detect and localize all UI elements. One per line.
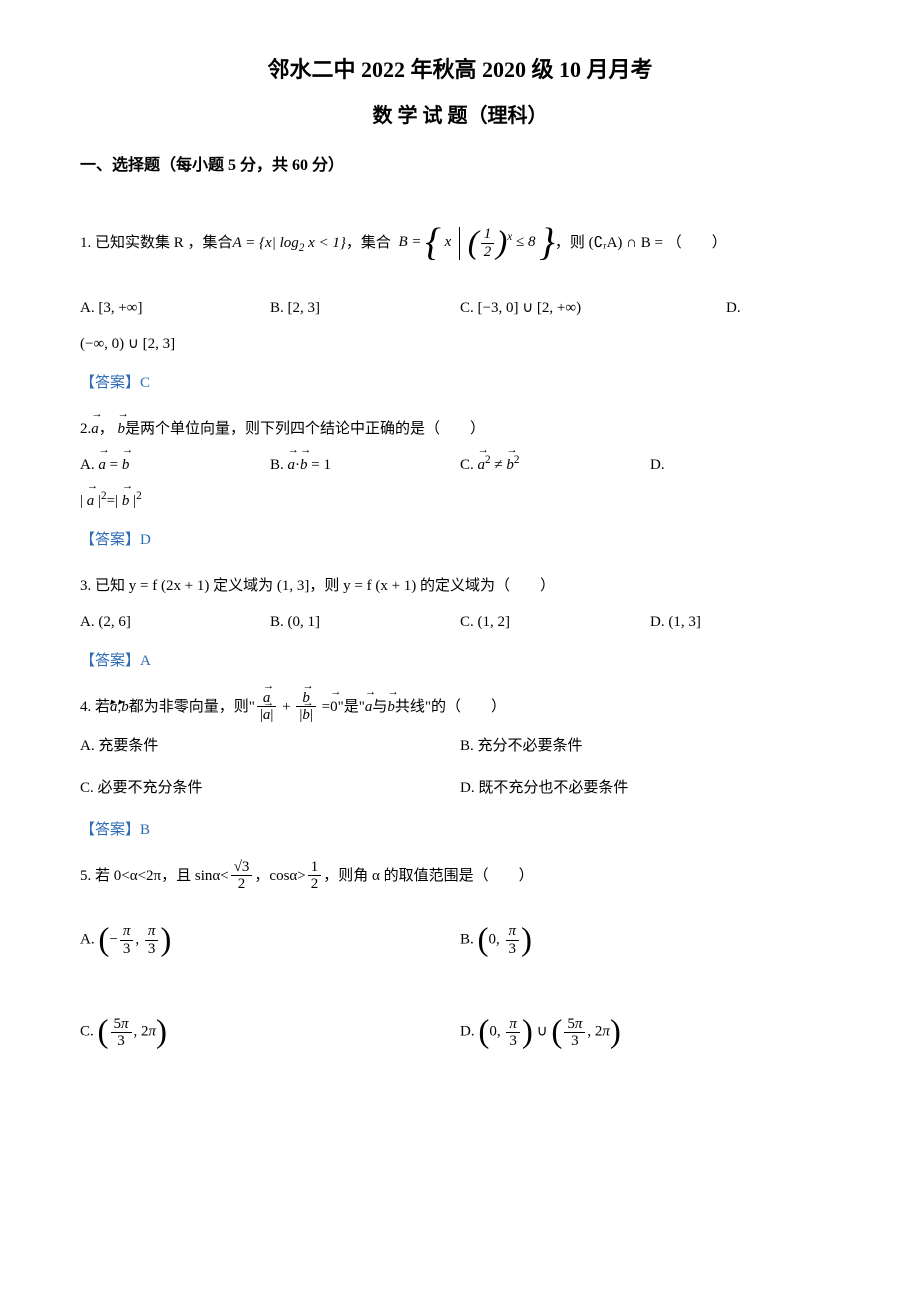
q5d-pre: D. — [460, 1024, 478, 1040]
q4-opt-a: A. 充要条件 — [80, 725, 460, 767]
ans-label: 【答案】 — [80, 532, 140, 548]
vec-zero: 0 — [330, 689, 338, 725]
q5c-pre: C. — [80, 1024, 98, 1040]
q5-opt-c: C. (5π3, 2π) — [80, 986, 460, 1078]
q4-answer-val: B — [140, 822, 150, 838]
q1-setA: A = {x| log2 x < 1} — [233, 225, 346, 261]
q1-d-cont: (−∞, 0) ∪ [2, 3] — [80, 326, 840, 362]
q2-stem: 2. a ， b 是两个单位向量，则下列四个结论中正确的是（ ） — [80, 411, 840, 447]
question-1: 1. 已知实数集 R ，集合 A = {x| log2 x < 1} ，集合 B… — [80, 196, 840, 362]
q2a-pre: A. — [80, 457, 98, 473]
q2-opt-a: A. a = b — [80, 447, 270, 483]
q2c-pre: C. — [460, 457, 478, 473]
section-heading: 一、选择题（每小题 5 分，共 60 分） — [80, 152, 840, 181]
frac-a: a|a| — [257, 690, 277, 724]
q1-blank: （ ） — [667, 225, 727, 261]
q5-opt-d: D. (0, π3) ∪ (5π3, 2π) — [460, 986, 840, 1078]
q1-then: ，则 (∁ᵣA) ∩ B = — [555, 225, 663, 261]
q2-opt-b: B. a·b = 1 — [270, 447, 460, 483]
q4-mid2: "是" — [338, 689, 365, 725]
question-4: 4. 若 ▸ ▸a,b 都为非零向量，则" a|a| + b|b| = 0 "是… — [80, 689, 840, 809]
q2-d-cont: | a |2=| b |2 — [80, 483, 840, 519]
q1-opt-c: C. [−3, 0] ∪ [2, +∞) — [460, 290, 726, 326]
q1-answer: 【答案】C — [80, 370, 840, 397]
vec-b: b — [506, 447, 514, 483]
q1-stem: 1. 已知实数集 R ，集合 A = {x| log2 x < 1} ，集合 B… — [80, 196, 840, 290]
frac-b: b|b| — [296, 690, 316, 724]
q5-stem: 5. 若 0<α<2π，且 sinα< √32 ，cosα> 12 ，则角 α … — [80, 858, 840, 894]
vec-a: a — [87, 483, 95, 519]
q4-opt-d: D. 既不充分也不必要条件 — [460, 767, 840, 809]
vec-b: b — [122, 483, 130, 519]
vec-a: a — [478, 447, 486, 483]
q4-options: A. 充要条件 B. 充分不必要条件 C. 必要不充分条件 D. 既不充分也不必… — [80, 725, 840, 809]
q2-pre: 2. — [80, 411, 91, 447]
vec-a: a — [288, 447, 296, 483]
q5-mid2: ，则角 α 的取值范围是（ ） — [323, 858, 533, 894]
q2-options: A. a = b B. a·b = 1 C. a2 ≠ b2 D. — [80, 447, 840, 483]
q2-answer-val: D — [140, 532, 151, 548]
q4-answer: 【答案】B — [80, 817, 840, 844]
q5-opt-a: A. (−π3, π3) — [80, 894, 460, 986]
q3-opt-a: A. (2, 6] — [80, 604, 270, 640]
q1-options: A. [3, +∞] B. [2, 3] C. [−3, 0] ∪ [2, +∞… — [80, 290, 840, 326]
vec-b: b — [387, 689, 395, 725]
q1-setB: B = { x (12)x ≤ 8 } — [398, 196, 554, 290]
q1-opt-d: D. — [726, 290, 840, 326]
q4-stem: 4. 若 ▸ ▸a,b 都为非零向量，则" a|a| + b|b| = 0 "是… — [80, 689, 840, 725]
q2-opt-c: C. a2 ≠ b2 — [460, 447, 650, 483]
q3-options: A. (2, 6] B. (0, 1] C. (1, 2] D. (1, 3] — [80, 604, 840, 640]
q4-opt-c: C. 必要不充分条件 — [80, 767, 460, 809]
q1-opt-a: A. [3, +∞] — [80, 290, 270, 326]
q5-opt-b: B. (0, π3) — [460, 894, 840, 986]
question-3: 3. 已知 y = f (2x + 1) 定义域为 (1, 3]，则 y = f… — [80, 568, 840, 640]
q1-answer-val: C — [140, 375, 150, 391]
frac-sqrt3-2: √32 — [231, 859, 253, 893]
ans-label: 【答案】 — [80, 822, 140, 838]
ans-label: 【答案】 — [80, 653, 140, 669]
vec-ab: ▸ ▸a,b — [110, 689, 129, 725]
q2b-pre: B. — [270, 457, 288, 473]
q4-mid3: 共线"的（ ） — [395, 689, 506, 725]
page-title: 邻水二中 2022 年秋高 2020 级 10 月月考 — [80, 50, 840, 90]
page-subtitle: 数 学 试 题（理科） — [80, 98, 840, 134]
q4-opt-b: B. 充分不必要条件 — [460, 725, 840, 767]
question-5: 5. 若 0<α<2π，且 sinα< √32 ，cosα> 12 ，则角 α … — [80, 858, 840, 1079]
vec-b: b — [300, 447, 308, 483]
q3-answer: 【答案】A — [80, 648, 840, 675]
q1-mid: ，集合 — [346, 225, 391, 261]
q4-pre: 4. 若 — [80, 689, 110, 725]
q5-mid1: ，cosα> — [254, 858, 305, 894]
q3-opt-d: D. (1, 3] — [650, 604, 840, 640]
q5-options: A. (−π3, π3) B. (0, π3) C. (5π3, 2π) D. … — [80, 894, 840, 1079]
q2-answer: 【答案】D — [80, 527, 840, 554]
vec-a: a — [98, 447, 106, 483]
q3-answer-val: A — [140, 653, 151, 669]
q5a-pre: A. — [80, 932, 98, 948]
q5b-pre: B. — [460, 932, 478, 948]
q2-opt-d: D. — [650, 447, 840, 483]
q3-opt-c: C. (1, 2] — [460, 604, 650, 640]
ans-label: 【答案】 — [80, 375, 140, 391]
q3-stem: 3. 已知 y = f (2x + 1) 定义域为 (1, 3]，则 y = f… — [80, 568, 840, 604]
question-2: 2. a ， b 是两个单位向量，则下列四个结论中正确的是（ ） A. a = … — [80, 411, 840, 519]
q3-opt-b: B. (0, 1] — [270, 604, 460, 640]
q5-pre: 5. 若 0<α<2π，且 sinα< — [80, 858, 229, 894]
q4-mid1: 都为非零向量，则" — [129, 689, 255, 725]
q1-prefix: 1. 已知实数集 R ，集合 — [80, 225, 233, 261]
frac-1-2: 12 — [308, 859, 322, 893]
q1-opt-b: B. [2, 3] — [270, 290, 460, 326]
vec-a: a — [365, 689, 373, 725]
